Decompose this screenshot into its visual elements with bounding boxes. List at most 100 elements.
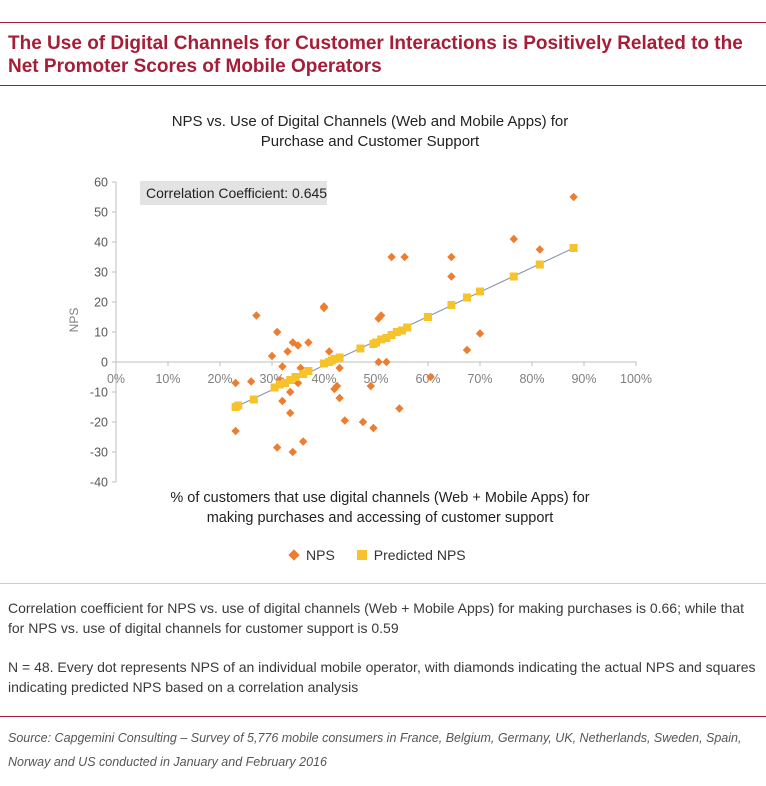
y-tick-label: 40	[94, 236, 108, 250]
headline-rule-top	[0, 22, 766, 23]
predicted-nps-point	[403, 323, 412, 332]
nps-point	[332, 381, 342, 391]
x-tick-label: 60%	[415, 372, 440, 386]
x-tick-label: 10%	[155, 372, 180, 386]
nps-point	[283, 347, 292, 356]
predicted-nps-point	[335, 353, 344, 362]
y-tick-label: -20	[90, 416, 108, 430]
source-rule	[0, 716, 766, 717]
nps-point	[273, 443, 282, 452]
y-tick-label: -10	[90, 386, 108, 400]
predicted-nps-point	[476, 287, 484, 296]
headline-rule-bottom	[0, 85, 766, 86]
nps-point	[247, 377, 256, 386]
nps-point	[278, 362, 287, 371]
predicted-nps-point	[286, 376, 295, 384]
nps-point	[288, 447, 297, 457]
sample-note: N = 48. Every dot represents NPS of an i…	[8, 659, 756, 695]
legend-item-nps: NPS	[288, 547, 335, 563]
nps-point	[395, 404, 404, 413]
nps-point	[286, 408, 295, 418]
nps-point	[447, 272, 456, 281]
predicted-nps-point	[387, 331, 396, 339]
nps-point	[231, 378, 240, 388]
nps-point	[293, 341, 303, 350]
predicted-nps-point	[249, 395, 258, 404]
chart-title-line-2: Purchase and Customer Support	[260, 133, 480, 150]
predicted-nps-point	[299, 370, 308, 378]
x-tick-label: 80%	[519, 372, 544, 386]
nps-point	[231, 426, 240, 436]
nps-point	[286, 387, 295, 397]
y-tick-label: 50	[94, 206, 108, 220]
y-tick-label: -40	[90, 476, 108, 490]
chart-title: NPS vs. Use of Digital Channels (Web and…	[120, 112, 620, 152]
predicted-nps-point	[320, 359, 328, 368]
y-tick-label: 0	[101, 356, 108, 370]
nps-point	[335, 363, 344, 373]
correlation-annotation-box	[140, 181, 327, 205]
y-tick-label: 60	[94, 176, 108, 190]
x-tick-label: 70%	[467, 372, 492, 386]
x-tick-label: 50%	[363, 372, 388, 386]
predicted-nps-point	[392, 328, 401, 336]
predicted-nps-point	[372, 338, 380, 347]
nps-point	[358, 417, 368, 427]
nps-point	[569, 192, 578, 202]
nps-point	[382, 357, 391, 367]
chart-legend: NPS Predicted NPS	[288, 545, 488, 565]
predicted-nps-point	[535, 260, 544, 269]
nps-point	[374, 357, 383, 367]
predicted-nps-point	[356, 344, 365, 353]
nps-point	[387, 252, 396, 262]
predicted-nps-point	[569, 244, 578, 252]
predicted-nps-point	[424, 313, 432, 321]
nps-point	[273, 327, 282, 337]
x-axis-label-line-2: making purchases and accessing of custom…	[206, 510, 554, 526]
x-tick-label: 90%	[571, 372, 596, 386]
nps-point	[299, 437, 308, 446]
y-axis-title: NPS	[67, 308, 81, 333]
predicted-nps-point	[377, 335, 386, 344]
x-tick-label: 100%	[620, 372, 652, 386]
nps-point	[319, 303, 329, 313]
predicted-nps-point	[281, 379, 289, 387]
legend-label-predicted: Predicted NPS	[373, 547, 466, 563]
nps-point	[535, 245, 544, 254]
notes-rule	[0, 583, 766, 584]
nps-point	[400, 252, 409, 262]
square-marker-icon	[356, 550, 367, 560]
nps-point	[366, 381, 375, 391]
x-axis-label: % of customers that use digital channels…	[100, 488, 660, 528]
predicted-nps-point	[291, 373, 300, 381]
x-tick-label: 20%	[207, 372, 232, 386]
source-text: Source: Capgemini Consulting – Survey of…	[8, 731, 742, 769]
nps-point	[369, 423, 378, 433]
x-axis-label-line-1: % of customers that use digital channels…	[170, 490, 590, 506]
predicted-nps-point	[447, 301, 456, 309]
y-tick-label: 10	[94, 326, 108, 340]
predicted-nps-point	[398, 326, 406, 335]
nps-point	[377, 311, 386, 320]
nps-point	[335, 393, 344, 403]
y-tick-label: 30	[94, 266, 108, 280]
predicted-nps-point	[234, 401, 243, 410]
headline: The Use of Digital Channels for Customer…	[8, 33, 743, 77]
legend-label-nps: NPS	[306, 547, 335, 563]
nps-point	[252, 311, 261, 320]
chart-title-line-1: NPS vs. Use of Digital Channels (Web and…	[171, 113, 569, 130]
nps-point	[325, 347, 334, 356]
predicted-nps-point	[382, 334, 391, 342]
x-tick-label: 0%	[107, 372, 125, 386]
predicted-nps-point	[275, 380, 284, 389]
nps-point	[462, 345, 472, 355]
nps-point	[426, 372, 435, 382]
predicted-nps-point	[304, 367, 313, 375]
correlation-note: Correlation coefficient for NPS vs. use …	[8, 600, 745, 636]
y-tick-label: 20	[94, 296, 108, 310]
diamond-marker-icon	[288, 549, 300, 561]
nps-point	[267, 351, 277, 361]
predicted-nps-point	[509, 272, 518, 281]
predicted-nps-point	[270, 383, 279, 392]
